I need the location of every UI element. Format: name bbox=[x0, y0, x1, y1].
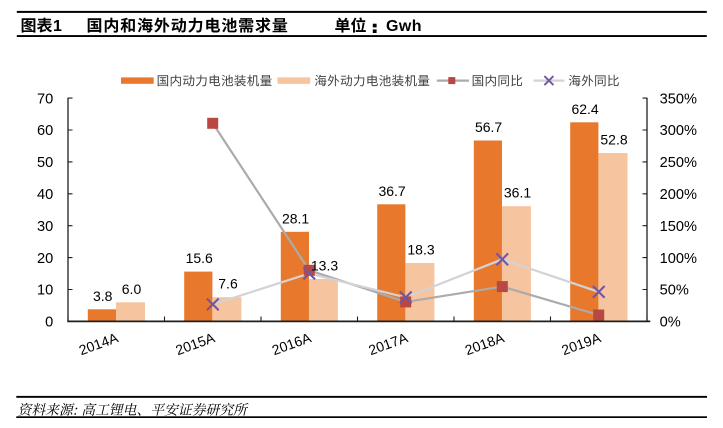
svg-text:70: 70 bbox=[37, 91, 53, 107]
svg-text:15.6: 15.6 bbox=[186, 250, 213, 266]
svg-text:6.0: 6.0 bbox=[122, 281, 142, 297]
svg-text:250%: 250% bbox=[660, 155, 697, 171]
svg-text:18.3: 18.3 bbox=[407, 242, 434, 258]
svg-text:350%: 350% bbox=[660, 91, 697, 107]
svg-text:10: 10 bbox=[37, 283, 53, 299]
svg-text:62.4: 62.4 bbox=[571, 101, 598, 117]
svg-text:100%: 100% bbox=[660, 251, 697, 267]
svg-text:7.6: 7.6 bbox=[218, 276, 238, 292]
svg-text:0: 0 bbox=[45, 315, 53, 331]
svg-text:28.1: 28.1 bbox=[282, 210, 309, 226]
svg-text:60: 60 bbox=[37, 123, 53, 139]
svg-text:20: 20 bbox=[37, 251, 53, 267]
svg-text:150%: 150% bbox=[660, 219, 697, 235]
svg-text:50: 50 bbox=[37, 155, 53, 171]
svg-text:50%: 50% bbox=[660, 283, 689, 299]
svg-text:3.8: 3.8 bbox=[93, 288, 113, 304]
svg-text:13.3: 13.3 bbox=[311, 258, 338, 274]
svg-text:200%: 200% bbox=[660, 187, 697, 203]
svg-text:1: 1 bbox=[53, 18, 62, 35]
svg-text:300%: 300% bbox=[660, 123, 697, 139]
svg-text:Gwh: Gwh bbox=[386, 18, 422, 35]
svg-text:52.8: 52.8 bbox=[600, 132, 627, 148]
svg-text:36.7: 36.7 bbox=[378, 183, 405, 199]
svg-text:56.7: 56.7 bbox=[475, 119, 502, 135]
svg-text:0%: 0% bbox=[660, 315, 681, 331]
svg-text:40: 40 bbox=[37, 187, 53, 203]
svg-text:36.1: 36.1 bbox=[504, 185, 531, 201]
svg-text:30: 30 bbox=[37, 219, 53, 235]
